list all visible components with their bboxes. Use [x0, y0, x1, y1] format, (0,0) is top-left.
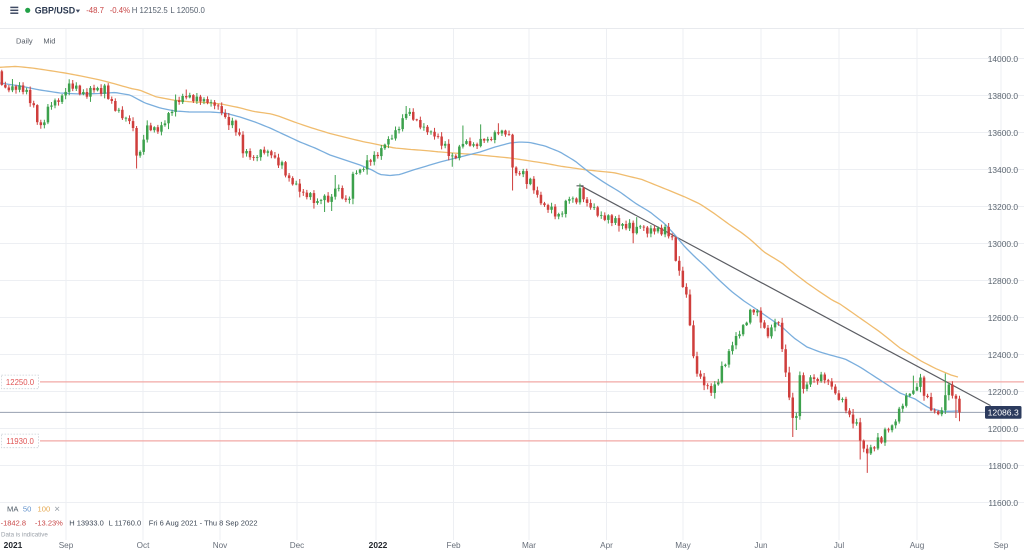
svg-text:13000.0: 13000.0: [988, 239, 1019, 249]
svg-text:13600.0: 13600.0: [988, 128, 1019, 138]
svg-text:Feb: Feb: [446, 541, 461, 550]
svg-text:Jul: Jul: [834, 541, 845, 550]
svg-text:Aug: Aug: [910, 541, 925, 550]
svg-text:Jun: Jun: [754, 541, 768, 550]
svg-text:13200.0: 13200.0: [988, 202, 1019, 212]
svg-text:H 12152.5: H 12152.5: [132, 6, 169, 15]
svg-text:Mar: Mar: [522, 541, 536, 550]
svg-text:-13.23%: -13.23%: [35, 518, 63, 527]
svg-text:Sep: Sep: [994, 541, 1009, 550]
svg-text:50: 50: [23, 505, 31, 514]
svg-text:11930.0: 11930.0: [6, 437, 34, 446]
svg-text:12200.0: 12200.0: [988, 387, 1019, 397]
svg-text:-0.4%: -0.4%: [110, 6, 130, 15]
svg-text:Apr: Apr: [600, 541, 613, 550]
svg-text:13800.0: 13800.0: [988, 91, 1019, 101]
svg-text:2022: 2022: [369, 540, 388, 550]
svg-text:Mid: Mid: [43, 37, 55, 46]
svg-text:-1842.8: -1842.8: [1, 518, 26, 527]
svg-text:12250.0: 12250.0: [6, 378, 35, 387]
svg-text:L 11760.0: L 11760.0: [109, 518, 142, 527]
svg-text:14000.0: 14000.0: [988, 54, 1019, 64]
svg-text:✕: ✕: [54, 505, 60, 514]
svg-text:Fri 6 Aug 2021 - Thu 8 Sep 202: Fri 6 Aug 2021 - Thu 8 Sep 2022: [149, 518, 258, 527]
svg-text:Daily: Daily: [16, 37, 33, 46]
svg-text:12800.0: 12800.0: [988, 276, 1019, 286]
svg-text:Data is indicative: Data is indicative: [1, 532, 48, 539]
svg-text:11600.0: 11600.0: [988, 498, 1018, 508]
svg-text:GBP/USD: GBP/USD: [35, 6, 76, 16]
svg-text:12000.0: 12000.0: [988, 424, 1019, 434]
svg-text:H 13933.0: H 13933.0: [69, 518, 104, 527]
svg-text:L 12050.0: L 12050.0: [170, 6, 205, 15]
svg-text:12086.3: 12086.3: [988, 408, 1019, 418]
svg-text:12600.0: 12600.0: [988, 313, 1019, 323]
svg-text:12400.0: 12400.0: [988, 350, 1019, 360]
svg-text:11800.0: 11800.0: [988, 461, 1018, 471]
svg-text:Oct: Oct: [137, 541, 150, 550]
svg-text:MA: MA: [7, 505, 19, 514]
svg-text:13400.0: 13400.0: [988, 165, 1019, 175]
svg-text:May: May: [675, 541, 691, 550]
svg-text:Sep: Sep: [59, 541, 74, 550]
svg-text:-48.7: -48.7: [86, 6, 104, 15]
svg-text:Dec: Dec: [290, 541, 305, 550]
svg-text:Nov: Nov: [213, 541, 228, 550]
svg-text:2021: 2021: [4, 540, 23, 550]
svg-text:100: 100: [38, 505, 51, 514]
